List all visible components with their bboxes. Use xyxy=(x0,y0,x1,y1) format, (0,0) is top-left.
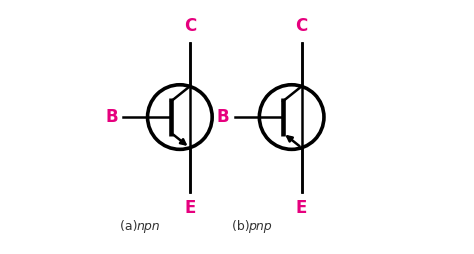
Text: C: C xyxy=(295,17,308,35)
Text: (b): (b) xyxy=(232,220,254,233)
Text: E: E xyxy=(296,199,307,217)
Text: B: B xyxy=(217,108,229,126)
Text: (a): (a) xyxy=(120,220,142,233)
Text: npn: npn xyxy=(137,220,160,233)
Text: E: E xyxy=(184,199,195,217)
Text: C: C xyxy=(183,17,196,35)
Text: pnp: pnp xyxy=(248,220,272,233)
Text: B: B xyxy=(105,108,118,126)
